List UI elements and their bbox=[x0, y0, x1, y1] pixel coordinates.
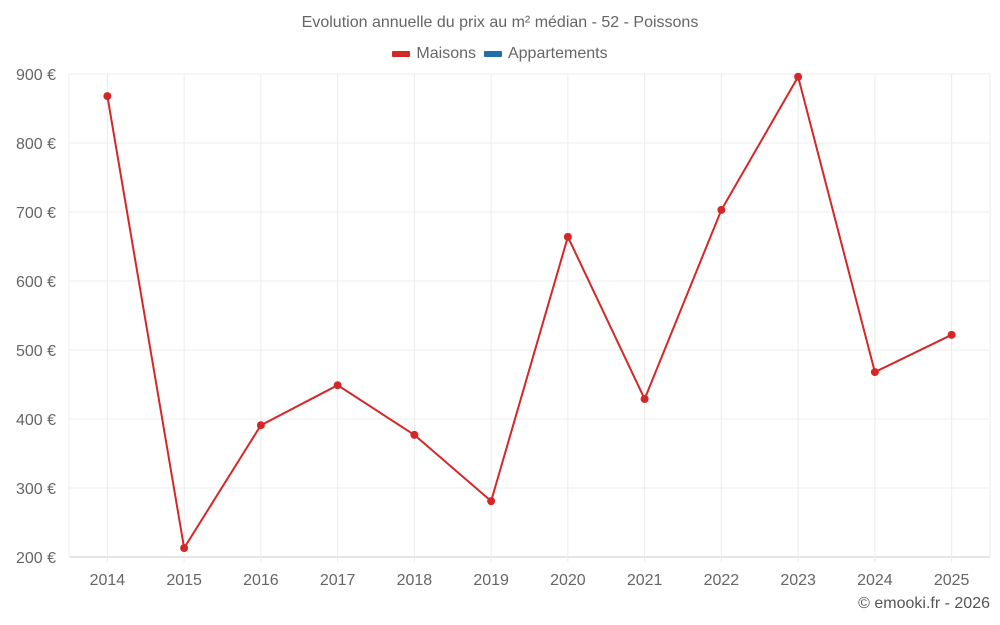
data-point[interactable] bbox=[947, 330, 956, 339]
legend-item-appartements[interactable]: Appartements bbox=[483, 45, 608, 63]
y-tick-label: 500 € bbox=[16, 343, 56, 360]
x-tick-label: 2020 bbox=[550, 572, 586, 589]
x-tick-label: 2021 bbox=[627, 572, 663, 589]
x-tick-label: 2017 bbox=[320, 572, 356, 589]
data-point[interactable] bbox=[333, 381, 342, 390]
y-tick-label: 400 € bbox=[16, 412, 56, 429]
data-point[interactable] bbox=[103, 92, 112, 101]
y-tick-label: 900 € bbox=[16, 67, 56, 84]
data-point[interactable] bbox=[410, 430, 419, 439]
y-tick-label: 800 € bbox=[16, 136, 56, 153]
chart-title: Evolution annuelle du prix au m² médian … bbox=[301, 14, 699, 31]
x-tick-label: 2024 bbox=[857, 572, 893, 589]
appartements-swatch-icon bbox=[483, 51, 502, 57]
series-line-maisons bbox=[106, 74, 953, 551]
legend-label-maisons: Maisons bbox=[416, 45, 476, 62]
data-point[interactable] bbox=[870, 368, 879, 377]
x-tick-label: 2022 bbox=[704, 572, 740, 589]
y-tick-label: 200 € bbox=[16, 550, 56, 567]
x-tick-label: 2015 bbox=[166, 572, 202, 589]
data-point[interactable] bbox=[487, 497, 496, 506]
data-point[interactable] bbox=[563, 232, 572, 241]
x-tick-label: 2018 bbox=[397, 572, 433, 589]
x-tick-label: 2014 bbox=[90, 572, 126, 589]
legend-item-maisons[interactable]: Maisons bbox=[392, 45, 476, 63]
data-point[interactable] bbox=[180, 544, 189, 553]
data-point[interactable] bbox=[256, 421, 265, 430]
y-tick-label: 600 € bbox=[16, 274, 56, 291]
x-tick-label: 2019 bbox=[473, 572, 509, 589]
x-tick-label: 2016 bbox=[243, 572, 279, 589]
y-tick-label: 300 € bbox=[16, 481, 56, 498]
maisons-swatch-icon bbox=[392, 51, 411, 57]
data-point[interactable] bbox=[794, 72, 803, 81]
data-point[interactable] bbox=[640, 394, 649, 403]
legend: Maisons Appartements bbox=[0, 45, 1000, 63]
x-tick-label: 2023 bbox=[780, 572, 816, 589]
legend-label-appartements: Appartements bbox=[507, 45, 608, 62]
x-tick-label: 2025 bbox=[934, 572, 970, 589]
data-point[interactable] bbox=[717, 205, 726, 214]
copyright-footer: © emooki.fr - 2026 bbox=[858, 595, 990, 612]
y-tick-label: 700 € bbox=[16, 205, 56, 222]
